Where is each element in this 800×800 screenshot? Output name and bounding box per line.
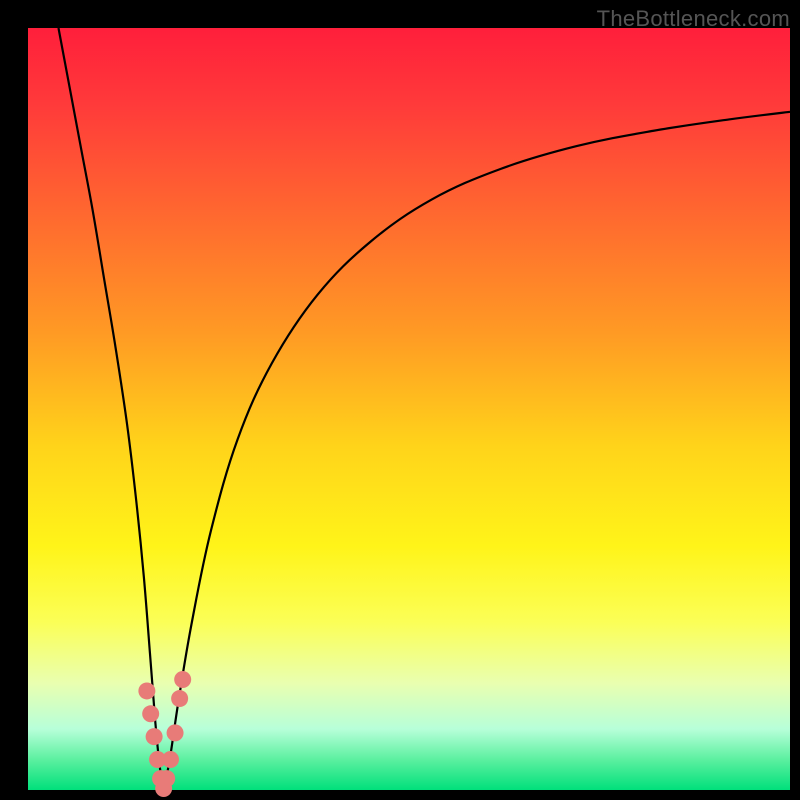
data-marker bbox=[167, 724, 184, 741]
chart-container: TheBottleneck.com bbox=[0, 0, 800, 800]
watermark-text: TheBottleneck.com bbox=[597, 6, 790, 32]
gradient-background bbox=[28, 28, 790, 790]
data-marker bbox=[142, 705, 159, 722]
data-marker bbox=[146, 728, 163, 745]
data-marker bbox=[162, 751, 179, 768]
data-marker bbox=[138, 682, 155, 699]
bottleneck-chart bbox=[0, 0, 800, 800]
data-marker bbox=[158, 770, 175, 787]
data-marker bbox=[171, 690, 188, 707]
data-marker bbox=[174, 671, 191, 688]
